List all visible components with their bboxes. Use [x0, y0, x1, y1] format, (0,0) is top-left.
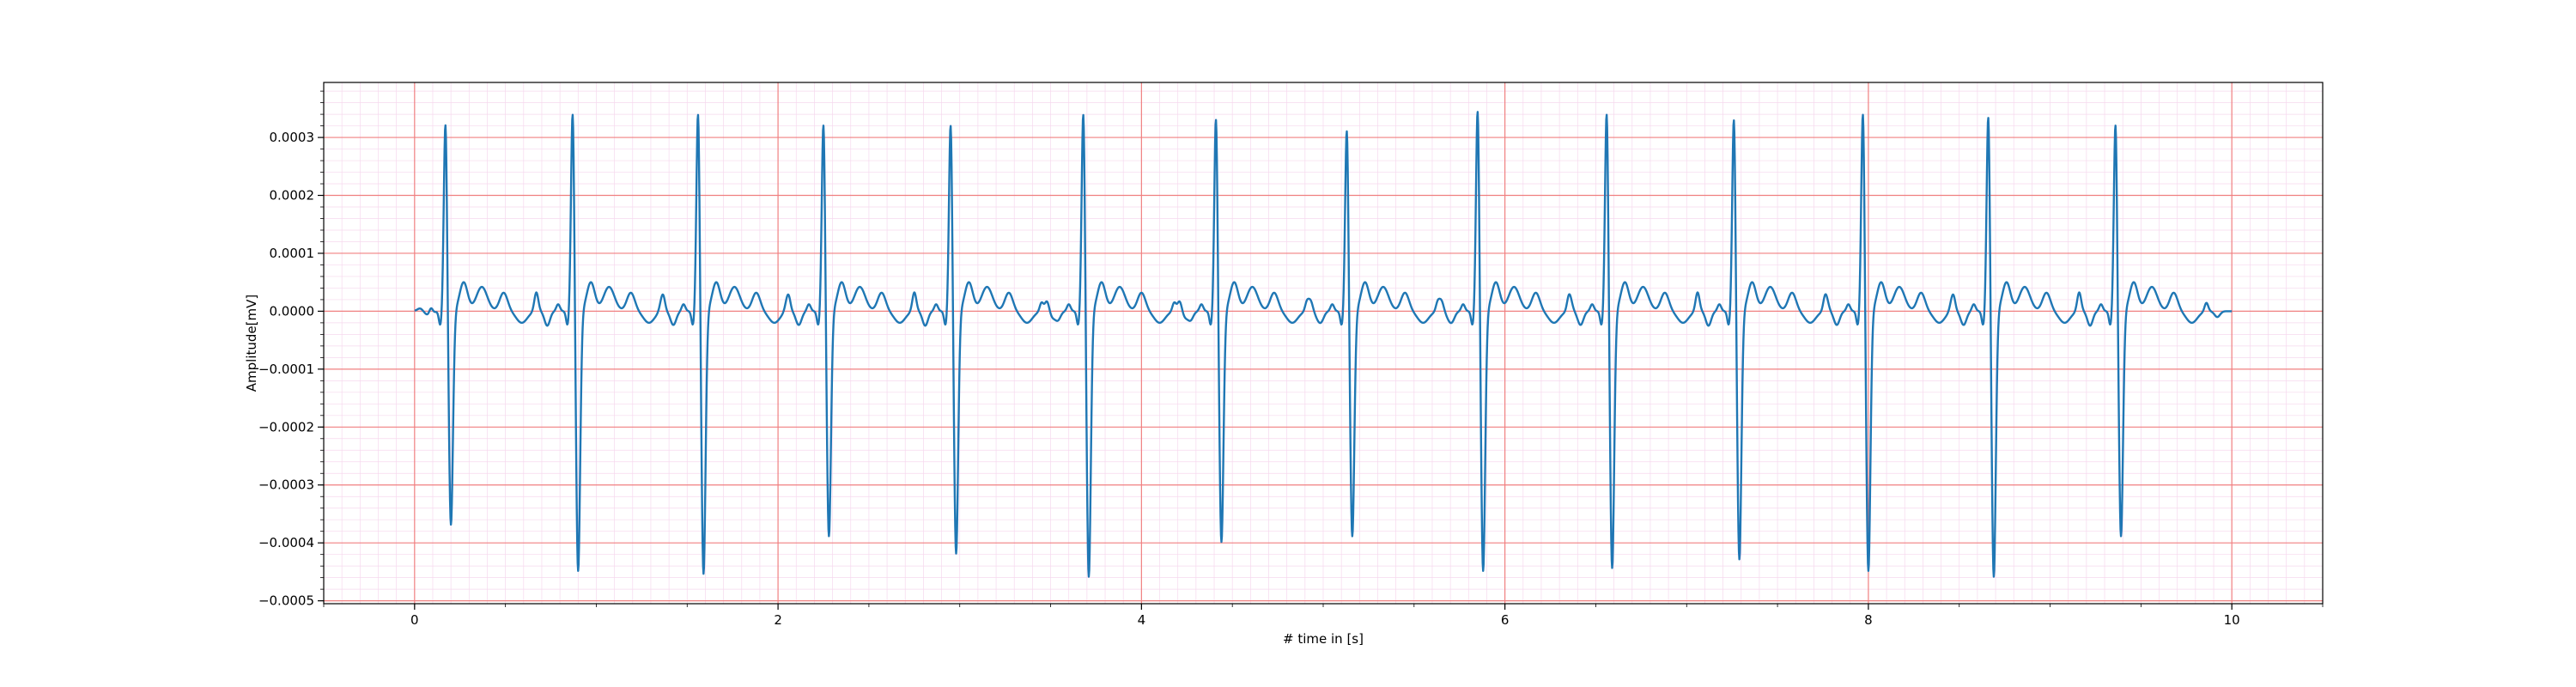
y-tick-label: −0.0003 — [258, 477, 314, 493]
y-tick-label: 0.0001 — [270, 246, 315, 261]
x-tick-label: 6 — [1501, 612, 1510, 628]
x-tick-label: 10 — [2224, 612, 2240, 628]
x-tick-label: 0 — [410, 612, 419, 628]
x-tick-label: 8 — [1864, 612, 1873, 628]
y-tick-label: −0.0004 — [258, 535, 314, 550]
y-tick-label: 0.0003 — [270, 130, 315, 145]
ecg-signal-line — [414, 111, 2233, 578]
x-axis-label: # time in [s] — [1283, 631, 1364, 647]
x-tick-label: 4 — [1138, 612, 1146, 628]
y-tick-label: 0.0000 — [270, 303, 315, 319]
y-axis-ticks: 0.0003 0.0002 0.0001 0.0000 −0.0001 −0.0002 −0… — [258, 90, 324, 609]
y-axis-label: Amplitude[mV] — [244, 295, 259, 392]
y-tick-label: 0.0002 — [270, 188, 315, 204]
y-tick-label: −0.0005 — [258, 593, 314, 609]
x-axis-ticks: 0 2 4 6 8 10 — [323, 604, 2324, 628]
y-tick-label: −0.0001 — [258, 362, 314, 377]
y-tick-label: −0.0002 — [258, 419, 314, 435]
x-tick-label: 2 — [774, 612, 782, 628]
major-grid — [324, 82, 2323, 604]
